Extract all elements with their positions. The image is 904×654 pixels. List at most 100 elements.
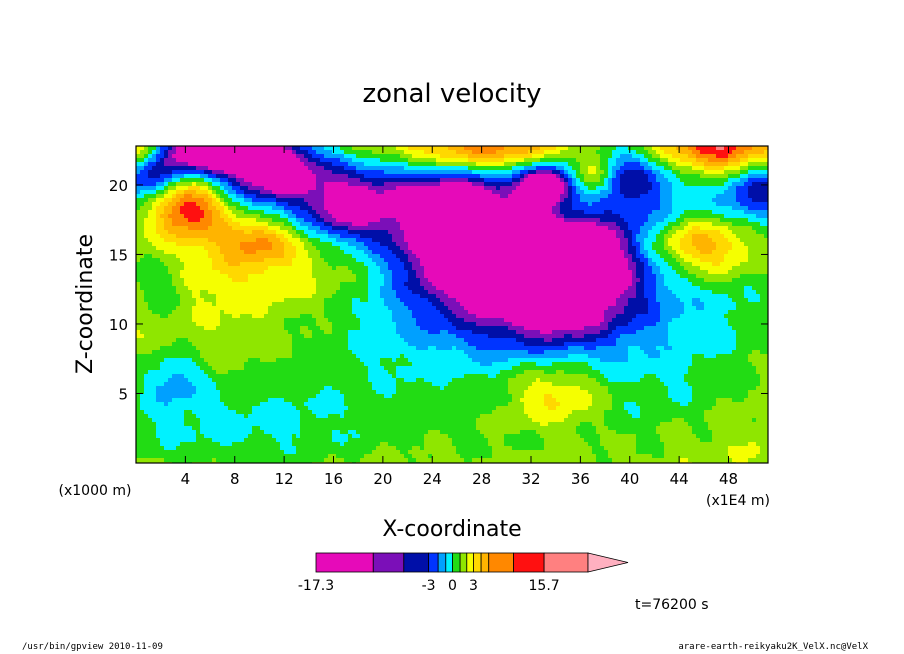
- field-cell: [752, 146, 768, 151]
- field-cell: [596, 166, 601, 171]
- field-cell: [656, 250, 669, 255]
- field-cell: [280, 442, 293, 447]
- field-cell: [156, 386, 197, 391]
- field-cell: [396, 382, 433, 387]
- field-cell: [272, 218, 289, 223]
- field-cell: [372, 238, 393, 243]
- field-cell: [700, 266, 733, 271]
- field-cell: [676, 162, 693, 167]
- field-cell: [180, 178, 205, 183]
- field-cell: [380, 358, 393, 363]
- field-cell: [412, 454, 429, 459]
- field-cell: [160, 150, 165, 155]
- field-cell: [604, 446, 637, 451]
- field-cell: [680, 254, 693, 259]
- field-cell: [136, 362, 161, 367]
- field-cell: [148, 302, 181, 307]
- field-cell: [396, 366, 513, 371]
- field-cell: [600, 174, 609, 179]
- field-cell: [684, 258, 701, 263]
- field-cell: [496, 150, 529, 155]
- field-cell: [232, 210, 245, 215]
- field-cell: [608, 182, 613, 187]
- field-cell: [156, 222, 165, 227]
- field-cell: [728, 226, 753, 231]
- field-cell: [552, 170, 561, 175]
- field-cell: [160, 214, 169, 219]
- field-cell: [368, 286, 381, 291]
- field-cell: [380, 286, 393, 291]
- field-cell: [148, 158, 157, 163]
- field-cell: [300, 238, 309, 243]
- field-cell: [164, 218, 173, 223]
- field-cell: [616, 298, 629, 303]
- field-cell: [180, 206, 201, 211]
- field-cell: [456, 446, 493, 451]
- field-cell: [524, 174, 529, 179]
- field-cell: [324, 222, 333, 227]
- field-cell: [332, 150, 345, 155]
- field-cell: [468, 354, 569, 359]
- field-cell: [632, 234, 637, 239]
- field-cell: [572, 166, 581, 171]
- field-cell: [292, 342, 349, 347]
- field-cell: [680, 314, 725, 319]
- field-cell: [408, 258, 421, 263]
- field-cell: [656, 290, 673, 295]
- field-cell: [188, 218, 201, 223]
- field-cell: [440, 182, 473, 187]
- field-cell: [576, 158, 601, 163]
- field-cell: [644, 154, 653, 159]
- field-cell: [664, 450, 729, 455]
- field-cell: [212, 302, 217, 307]
- field-cell: [272, 434, 293, 439]
- colorbar-label: 15.7: [529, 578, 560, 594]
- field-cell: [756, 386, 768, 391]
- field-cell: [424, 434, 449, 439]
- field-cell: [260, 402, 293, 407]
- field-cell: [260, 358, 277, 363]
- field-cell: [168, 270, 181, 275]
- field-cell: [144, 202, 153, 207]
- field-cell: [684, 306, 697, 311]
- field-cell: [640, 246, 645, 251]
- field-cell: [480, 430, 521, 435]
- field-cell: [324, 202, 557, 207]
- field-cell: [616, 342, 669, 347]
- field-cell: [656, 162, 669, 167]
- field-cell: [160, 258, 181, 263]
- field-cell: [476, 314, 605, 319]
- field-cell: [688, 146, 697, 151]
- field-cell: [224, 206, 229, 211]
- field-cell: [740, 174, 749, 179]
- field-cell: [760, 294, 768, 299]
- field-cell: [136, 158, 145, 163]
- field-cell: [640, 410, 705, 415]
- field-cell: [284, 246, 297, 251]
- field-cell: [572, 178, 577, 183]
- field-cell: [340, 390, 377, 395]
- field-cell: [136, 234, 145, 239]
- field-cell: [276, 234, 285, 239]
- field-cell: [424, 150, 457, 155]
- field-cell: [200, 218, 213, 223]
- field-cell: [352, 222, 369, 227]
- field-cell: [712, 430, 768, 435]
- field-cell: [712, 198, 737, 203]
- field-cell: [212, 222, 229, 227]
- field-cell: [700, 298, 733, 303]
- field-cell: [704, 302, 737, 307]
- field-cell: [616, 222, 629, 227]
- field-cell: [628, 146, 645, 151]
- field-cell: [268, 266, 313, 271]
- field-cell: [300, 158, 309, 163]
- field-cell: [368, 222, 401, 227]
- field-cell: [356, 154, 401, 159]
- field-cell: [164, 198, 173, 203]
- colorbar-bin: [488, 552, 514, 573]
- field-cell: [468, 166, 513, 171]
- field-cell: [212, 198, 217, 203]
- field-cell: [652, 270, 661, 275]
- field-cell: [348, 266, 369, 271]
